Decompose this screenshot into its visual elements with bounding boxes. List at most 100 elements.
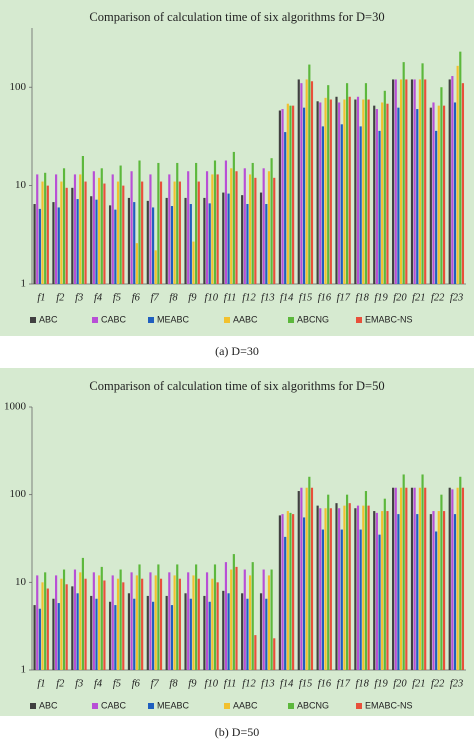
- bar: [36, 174, 39, 284]
- bar: [119, 569, 122, 670]
- bar: [127, 593, 131, 670]
- legend-swatch: [224, 317, 230, 323]
- bar: [440, 87, 443, 285]
- bar: [364, 491, 368, 670]
- x-tick-label: f13: [261, 292, 274, 303]
- bar: [418, 79, 421, 284]
- bar: [90, 196, 93, 284]
- x-tick-label: f23: [450, 292, 463, 303]
- legend-swatch: [30, 703, 36, 709]
- x-tick-label: f8: [169, 678, 178, 689]
- bar: [259, 593, 263, 670]
- bar: [141, 181, 144, 284]
- bar: [281, 514, 284, 670]
- bar: [265, 204, 268, 284]
- x-tick-label: f22: [431, 292, 445, 303]
- legend-label: ABCNG: [297, 700, 329, 710]
- legend-label: MEABC: [157, 700, 190, 710]
- legend-label: CABC: [101, 700, 127, 710]
- bar: [127, 197, 131, 284]
- bar: [100, 566, 103, 670]
- bar: [453, 102, 457, 285]
- bar: [170, 206, 174, 284]
- bar: [356, 505, 360, 670]
- bar: [319, 508, 322, 670]
- bar: [62, 569, 66, 670]
- bar: [416, 109, 419, 284]
- x-tick-label: f16: [318, 292, 332, 303]
- x-tick-label: f5: [113, 292, 121, 303]
- bar: [378, 534, 381, 670]
- bar: [41, 181, 44, 284]
- bar: [122, 185, 125, 284]
- bar: [211, 174, 214, 284]
- x-tick-label: f23: [450, 678, 463, 689]
- bar: [402, 474, 405, 670]
- bar: [286, 103, 289, 284]
- bar: [57, 207, 60, 284]
- bar: [386, 103, 389, 284]
- x-tick-label: f9: [188, 678, 197, 689]
- bar: [52, 202, 55, 284]
- x-tick-label: f7: [151, 678, 160, 689]
- bar: [459, 51, 462, 284]
- bar: [273, 638, 276, 670]
- bar: [319, 102, 322, 285]
- bar: [394, 487, 397, 670]
- bar: [292, 514, 295, 670]
- bar: [343, 505, 346, 670]
- legend-label: ABCNG: [297, 314, 329, 324]
- bar: [173, 575, 176, 670]
- bar: [440, 494, 443, 670]
- legend-label: EMABC-NS: [365, 314, 413, 324]
- bar: [367, 505, 370, 670]
- x-tick-label: f3: [75, 292, 83, 303]
- x-tick-label: f4: [94, 678, 103, 689]
- bar: [442, 511, 446, 670]
- bar: [73, 569, 77, 670]
- y-tick-label: 1: [21, 664, 27, 676]
- bar: [178, 578, 181, 670]
- bar: [195, 162, 198, 284]
- bar: [335, 503, 338, 670]
- bar: [281, 109, 284, 284]
- bar: [259, 192, 263, 284]
- bar: [338, 508, 341, 670]
- bar: [103, 183, 106, 284]
- bar: [141, 578, 144, 670]
- bar: [133, 598, 136, 670]
- bar: [367, 99, 370, 284]
- bar: [254, 635, 257, 670]
- bar: [270, 158, 273, 284]
- bar: [284, 132, 287, 284]
- bar: [203, 197, 206, 284]
- bar: [100, 168, 103, 284]
- bar: [195, 564, 198, 670]
- bar: [442, 105, 446, 285]
- x-tick-label: f6: [132, 678, 141, 689]
- bar: [453, 514, 457, 670]
- bar: [95, 598, 98, 670]
- legend-swatch: [288, 317, 294, 323]
- bar: [356, 96, 360, 284]
- bar: [410, 79, 414, 284]
- bar: [213, 160, 217, 284]
- bar: [149, 572, 152, 670]
- bar: [205, 572, 209, 670]
- bar: [459, 476, 462, 670]
- bar: [36, 575, 39, 670]
- bar: [243, 569, 246, 670]
- bar: [321, 529, 325, 670]
- bar: [448, 79, 451, 284]
- y-tick-label: 100: [10, 81, 27, 93]
- bar: [375, 512, 378, 670]
- bar: [321, 126, 325, 284]
- bar: [364, 83, 368, 284]
- bar: [305, 487, 308, 670]
- x-tick-label: f5: [113, 678, 121, 689]
- bar: [392, 487, 395, 670]
- bar: [119, 165, 122, 284]
- bar: [316, 101, 319, 284]
- bar: [130, 572, 133, 670]
- y-tick-label: 1000: [4, 401, 27, 413]
